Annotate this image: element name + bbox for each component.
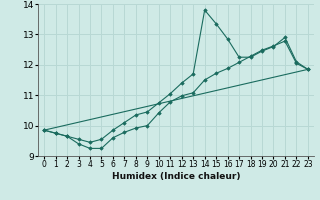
X-axis label: Humidex (Indice chaleur): Humidex (Indice chaleur) <box>112 172 240 181</box>
